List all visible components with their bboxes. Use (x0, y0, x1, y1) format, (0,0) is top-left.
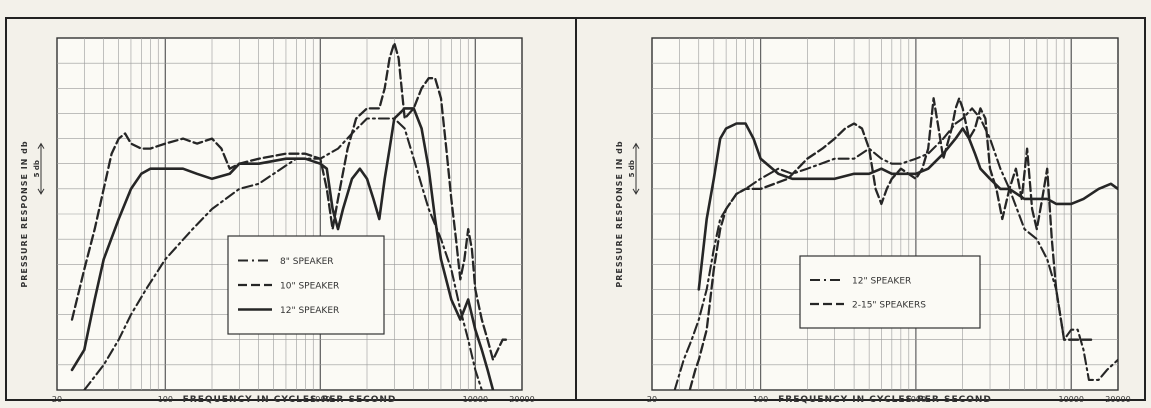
x-tick-label: 20000 (1105, 395, 1130, 404)
x-tick-label: 1000 (906, 395, 926, 404)
scale-mark-arrow-down (37, 188, 45, 195)
legend-label: 12" SPEAKER (280, 306, 339, 316)
legend-label: 2-15" SPEAKERS (852, 301, 926, 311)
outer-frame (5, 17, 1146, 401)
x-tick-label: 1000 (310, 395, 330, 404)
scale-mark-arrow-down (632, 188, 640, 195)
legend-label: 12" SPEAKER (852, 277, 911, 287)
legend-label: 8" SPEAKER (280, 257, 334, 267)
chart-panel-1: 20 100 1000 10000 20000 FREQUENCY IN CYCLES P… (20, 37, 535, 405)
scale-mark-label: 5 db (33, 160, 41, 177)
scale-mark-arrow-up (37, 142, 45, 149)
chart-panel-2: 20 100 1000 10000 20000 FREQUENCY IN CYCLES P… (615, 37, 1131, 405)
x-tick-label: 20000 (509, 395, 534, 404)
series-group (673, 97, 1118, 390)
x-tick-label: 20 (647, 395, 657, 404)
legend-box (799, 255, 981, 329)
series-line-2 (688, 97, 1096, 390)
y-axis-label: PRESSURE RESPONSE IN db (615, 140, 624, 287)
scale-mark-arrow-up (632, 142, 640, 149)
legend-label: 10" SPEAKER (280, 282, 339, 292)
x-axis-label: FREQUENCY IN CYCLES PER SECOND (183, 395, 397, 404)
series-group (70, 41, 509, 390)
scale-mark-label: 5 db (628, 160, 636, 177)
series-line-3 (70, 107, 495, 390)
x-tick-label: 20 (52, 395, 62, 404)
x-tick-label: 100 (753, 395, 768, 404)
x-tick-label: 10000 (463, 395, 488, 404)
series-line-2 (70, 41, 509, 361)
series-line-1 (83, 117, 483, 390)
y-axis-label: PRESSURE RESPONSE IN db (20, 140, 29, 287)
x-axis-label: FREQUENCY IN CYCLES PER SECOND (778, 395, 992, 404)
series-line-3 (697, 122, 1118, 291)
x-tick-label: 100 (158, 395, 173, 404)
x-tick-label: 10000 (1059, 395, 1084, 404)
